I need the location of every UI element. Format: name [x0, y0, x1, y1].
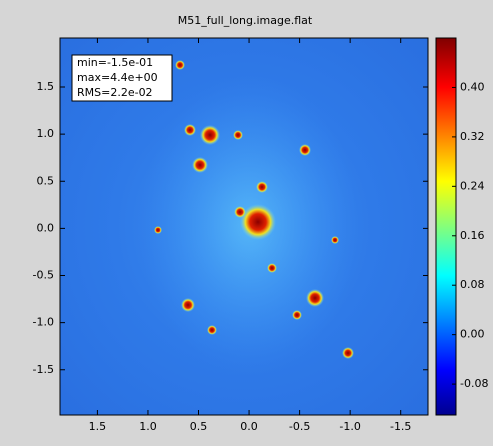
stats-box [71, 54, 173, 102]
x-tick-label: 0.0 [240, 420, 258, 433]
y-tick-label: -1.5 [33, 363, 54, 376]
x-tick-label: 0.5 [190, 420, 208, 433]
x-tick-label: 1.5 [89, 420, 107, 433]
x-tick-label: -1.0 [339, 420, 360, 433]
colorbar-tick-label: -0.08 [460, 377, 488, 390]
colorbar-tick-label: 0.24 [460, 179, 485, 192]
x-tick-label: 1.0 [139, 420, 157, 433]
colorbar-tick-label: 0.40 [460, 80, 485, 93]
chart-title: M51_full_long.image.flat [178, 14, 313, 27]
y-tick-label: 0.5 [37, 174, 55, 187]
y-tick-label: 0.0 [37, 221, 55, 234]
stats-text: max=4.4e+00 [77, 71, 158, 84]
colorbar-tick-label: 0.32 [460, 130, 485, 143]
y-tick-label: -0.5 [33, 269, 54, 282]
stats-text: min=-1.5e-01 [77, 56, 153, 69]
x-tick-label: -1.5 [390, 420, 411, 433]
colorbar-tick-label: 0.00 [460, 328, 485, 341]
y-tick-label: 1.0 [37, 127, 55, 140]
plot-frame [59, 37, 429, 416]
colorbar [435, 37, 457, 416]
y-tick-label: 1.5 [37, 80, 55, 93]
colorbar-tick-label: 0.16 [460, 229, 485, 242]
stats-text: RMS=2.2e-02 [77, 86, 153, 99]
colorbar-tick-label: 0.08 [460, 278, 485, 291]
x-tick-label: -0.5 [289, 420, 310, 433]
y-tick-label: -1.0 [33, 316, 54, 329]
